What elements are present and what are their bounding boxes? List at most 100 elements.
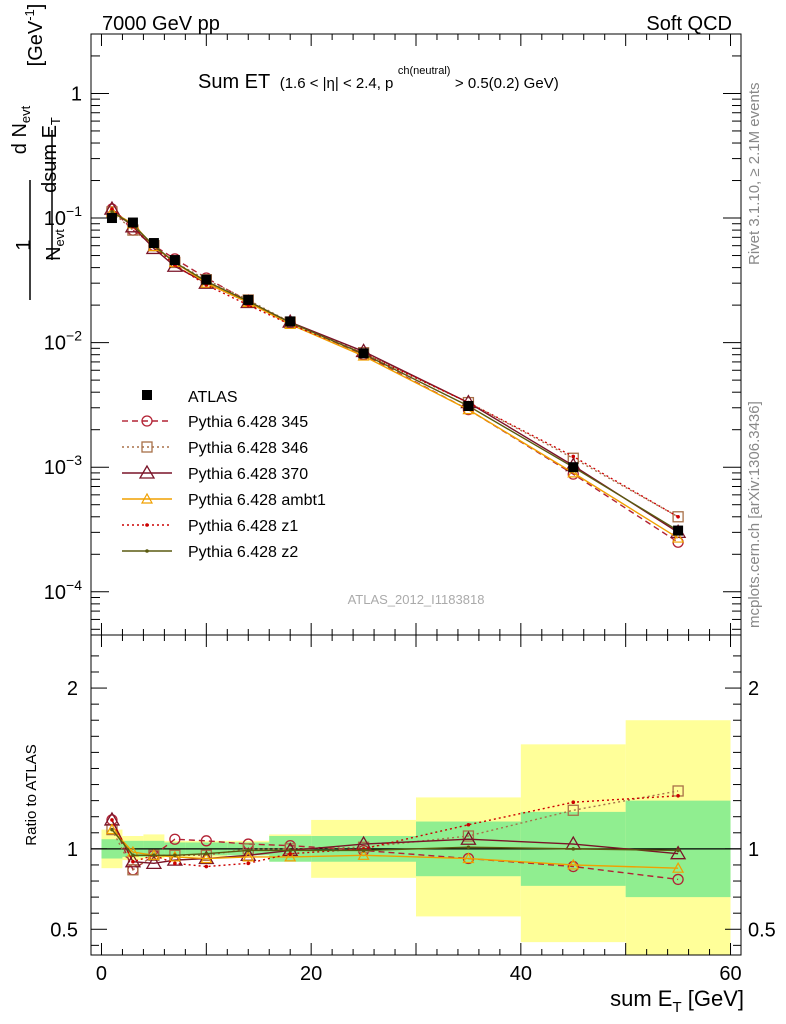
legend: ATLAS Pythia 6.428 345 Pythia 6.428 346 Pyt… [122, 389, 326, 561]
data-point-atlas [148, 238, 159, 249]
x-tick-label: 40 [510, 963, 532, 985]
series-line-ratio [111, 829, 679, 869]
marker-triangle [145, 855, 163, 869]
marker-dot [204, 864, 209, 869]
data-point-atlas [673, 525, 684, 536]
plot-title-cuts-sup: ch(neutral) [398, 65, 451, 77]
legend-label: Pythia 6.428 z2 [188, 544, 298, 561]
marker-dot [173, 861, 177, 866]
marker-dot [676, 514, 680, 519]
header-right: Soft QCD [646, 13, 732, 35]
side-text-rivet: Rivet 3.1.10, ≥ 2.1M events [746, 83, 763, 266]
marker-triangle-small [567, 466, 580, 478]
marker-dot [676, 794, 680, 798]
marker-dot [288, 848, 292, 853]
main-ylabel-fraction-bottom: dsum ET [39, 117, 63, 193]
marker-triangle-small [672, 861, 685, 873]
y-tick-label-main: 10−1 [44, 203, 82, 230]
data-point-atlas [127, 217, 138, 228]
marker-dot [152, 853, 156, 858]
marker-dot [571, 800, 576, 805]
marker-dot [173, 853, 177, 858]
marker-dot [571, 847, 576, 851]
ratio-plot-frame [90, 634, 742, 956]
marker-dot [466, 822, 471, 827]
marker-circle [672, 873, 684, 886]
ratio-plot-series [103, 785, 687, 886]
y-tick-label-ratio-left: 1 [67, 839, 78, 861]
y-tick-label-main: 10−4 [44, 577, 82, 604]
main-plot-series [103, 200, 687, 548]
marker-triangle [138, 464, 156, 479]
marker-square [141, 441, 153, 453]
main-ylabel-numerator: 1 [13, 239, 35, 250]
main-ylabel-denominator: Nevt [43, 229, 67, 261]
marker-dot [246, 848, 251, 853]
marker-dot [110, 210, 114, 214]
marker-circle [200, 835, 212, 847]
legend-label: Pythia 6.428 370 [188, 466, 308, 483]
marker-dot [110, 827, 114, 832]
marker-dot [145, 549, 149, 553]
x-tick-label: 60 [719, 963, 741, 985]
y-tick-label-ratio-right: 1 [748, 839, 759, 861]
marker-triangle-small [672, 531, 685, 543]
marker-dot [131, 853, 135, 858]
marker-triangle-small [242, 850, 255, 862]
series-line-main [111, 211, 679, 539]
y-tick-label-ratio-left: 0.5 [50, 919, 78, 941]
marker-triangle-small [105, 823, 118, 835]
marker-triangle-small [357, 849, 370, 860]
marker-dot [466, 845, 471, 850]
data-point-atlas [285, 316, 296, 327]
marker-circle [567, 860, 579, 873]
marker-dot [246, 861, 251, 866]
data-point-atlas [243, 294, 254, 305]
y-tick-label-main: 10−2 [44, 328, 82, 355]
marker-dot [145, 523, 149, 527]
ratio-error-bands [101, 720, 731, 955]
marker-dot [571, 454, 576, 459]
y-tick-label-main: 1 [71, 83, 82, 105]
legend-marker-atlas [142, 390, 152, 400]
marker-square [672, 511, 684, 523]
plot-title: Sum ET (1.6 < |η| < 2.4, p ch(neutral) >… [198, 61, 559, 93]
series-line-ratio [111, 795, 679, 868]
marker-triangle [240, 847, 257, 861]
ratio-ylabel: Ratio to ATLAS [23, 744, 40, 845]
marker-triangle [460, 830, 477, 845]
plot-title-cuts-b: > 0.5(0.2) GeV) [455, 75, 559, 92]
y-tick-label-main: 10−3 [44, 452, 82, 479]
header-left: 7000 GeV pp [102, 13, 220, 35]
plot-title-cuts-a: (1.6 < |η| < 2.4, p [280, 75, 394, 92]
marker-triangle-small [140, 492, 154, 504]
data-point-atlas [169, 255, 180, 266]
marker-triangle-small [567, 858, 580, 870]
legend-label: Pythia 6.428 346 [188, 440, 308, 457]
side-text-mcplots: mcplots.cern.ch [arXiv:1306.3436] [746, 401, 763, 628]
marker-dot [361, 848, 366, 853]
data-point-atlas [358, 348, 369, 359]
x-tick-label: 20 [300, 963, 322, 985]
marker-circle [169, 833, 181, 845]
series-line-ratio [111, 819, 679, 865]
marker-square [567, 804, 579, 816]
marker-triangle-small [200, 852, 213, 864]
analysis-watermark: ATLAS_2012_I1183818 [348, 592, 485, 607]
marker-triangle [669, 845, 687, 860]
y-tick-label-ratio-right: 0.5 [748, 919, 776, 941]
legend-label: Pythia 6.428 z1 [188, 518, 298, 535]
y-tick-label-ratio-right: 2 [748, 678, 759, 700]
marker-triangle-small [168, 850, 181, 862]
marker-dot [288, 851, 292, 856]
marker-square [127, 864, 139, 876]
data-point-atlas [201, 274, 212, 285]
marker-dot [110, 818, 114, 822]
x-axis-label: sum ET [GeV] [610, 986, 744, 1016]
data-point-atlas [106, 213, 117, 224]
plot-title-main: Sum ET [198, 71, 270, 93]
y-tick-label-ratio-left: 2 [67, 678, 78, 700]
marker-circle [141, 415, 153, 427]
data-point-atlas [463, 400, 474, 411]
marker-triangle-small [462, 852, 475, 864]
